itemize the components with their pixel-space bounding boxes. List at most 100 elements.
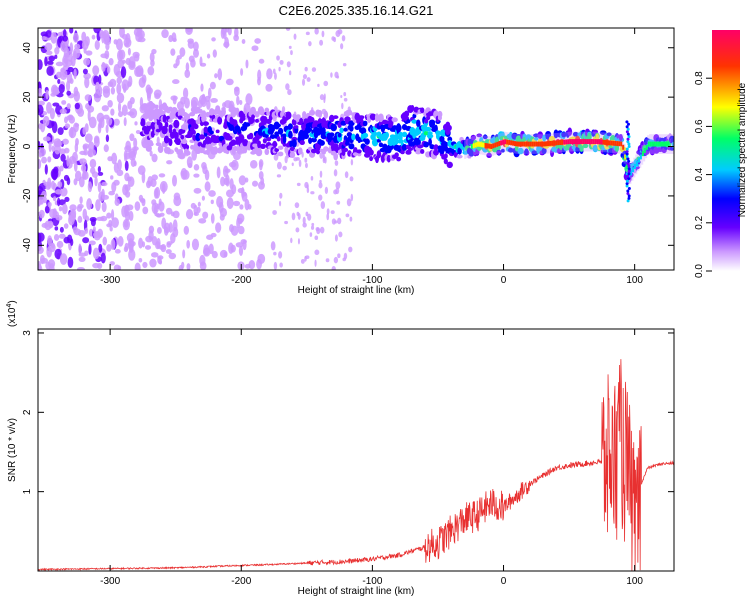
- spectrum-cell: [443, 141, 449, 147]
- spectrum-cell: [79, 196, 83, 204]
- spectrum-cell: [273, 261, 278, 270]
- spectrum-cell: [124, 204, 129, 213]
- spectrum-cell: [403, 110, 410, 118]
- spectrum-cell: [344, 171, 349, 179]
- spectrum-cell: [55, 61, 64, 67]
- spectrum-cell: [649, 141, 652, 147]
- spectrum-cell: [124, 242, 129, 251]
- spectrum-cell: [109, 78, 117, 88]
- spectrum-cell: [627, 142, 631, 146]
- spectrum-cell: [374, 113, 380, 122]
- spectrum-cell: [524, 148, 529, 155]
- spectrum-cell: [67, 50, 73, 63]
- spectrum-cell: [39, 254, 45, 265]
- spectrum-cell: [212, 49, 217, 58]
- spectrum-cell: [269, 134, 276, 139]
- spectrum-cell: [273, 251, 277, 256]
- spectrum-cell: [592, 144, 599, 153]
- spectrum-cell: [92, 247, 100, 260]
- spectrum-cell: [123, 150, 128, 160]
- spectrum-cell: [181, 261, 185, 269]
- spectrum-cell: [185, 150, 191, 156]
- spectrum-cell: [44, 205, 50, 214]
- spectrum-cell: [138, 77, 146, 88]
- spectrum-cell: [204, 169, 210, 181]
- spectrum-cell: [44, 164, 48, 175]
- spectrum-cell: [173, 63, 178, 69]
- spectrum-cell: [161, 217, 167, 229]
- spectrum-cell: [116, 83, 122, 95]
- spectrum-cell: [342, 62, 347, 67]
- spectrum-cell: [338, 231, 343, 238]
- spectrum-cell: [345, 213, 350, 218]
- spectrum-cell: [72, 32, 79, 43]
- y-tick-label: -20: [22, 188, 33, 203]
- spectrum-cell: [217, 116, 223, 125]
- spectrum-cell: [270, 241, 276, 251]
- spectrum-cell: [265, 83, 273, 92]
- spectrum-cell: [270, 127, 275, 132]
- spectrum-cell: [161, 125, 168, 135]
- spectrum-cell: [537, 141, 540, 147]
- spectrum-cell: [309, 232, 313, 237]
- spectrum-cell: [651, 141, 654, 147]
- spectrum-cell: [56, 197, 61, 207]
- spectrum-cell: [627, 164, 631, 168]
- spectrum-cell: [588, 139, 591, 145]
- spectrum-cell: [278, 200, 282, 207]
- spectrum-cell: [314, 28, 319, 35]
- spectrogram-xlabel: Height of straight line (km): [298, 285, 415, 296]
- spectrum-cell: [249, 159, 258, 169]
- spectrum-cell: [276, 174, 282, 178]
- spectrum-cell: [529, 141, 532, 147]
- spectrum-cell: [330, 72, 333, 78]
- spectrum-cell: [320, 201, 326, 210]
- spectrum-cell: [172, 219, 178, 232]
- spectrum-cell: [240, 68, 244, 76]
- spectrum-cell: [323, 110, 329, 119]
- spectrum-cell: [306, 77, 311, 82]
- spectrum-cell: [521, 141, 524, 147]
- spectrum-cell: [58, 233, 66, 239]
- spectrum-cell: [277, 151, 284, 157]
- spectrum-cell: [348, 246, 353, 253]
- spectrum-cell: [38, 104, 44, 116]
- spectrum-cell: [204, 181, 211, 192]
- spectrum-cell: [428, 138, 432, 146]
- spectrum-cell: [105, 124, 109, 134]
- spectrum-cell: [105, 42, 110, 51]
- spectrum-cell: [215, 129, 220, 134]
- spectrum-cell: [472, 143, 475, 149]
- spectrum-cell: [323, 146, 329, 152]
- spectrum-cell: [58, 199, 66, 206]
- spectrum-cell: [346, 132, 353, 137]
- spectrum-cell: [68, 214, 75, 226]
- spectrum-cell: [353, 147, 358, 151]
- spectrum-cell: [626, 132, 630, 136]
- spectrum-cell: [109, 261, 115, 266]
- spectrum-cell: [349, 125, 354, 132]
- spectrum-cell: [90, 218, 96, 227]
- spectrum-cell: [151, 48, 157, 55]
- spectrum-cell: [655, 141, 658, 147]
- spectrum-cell: [625, 120, 629, 124]
- spectrum-cell: [135, 31, 143, 43]
- spectrum-cell: [260, 109, 265, 117]
- spectrum-cell: [496, 150, 502, 155]
- spectrum-cell: [150, 252, 159, 258]
- spectrum-cell: [44, 42, 53, 51]
- spectrum-cell: [195, 132, 201, 142]
- spectrum-cell: [342, 257, 347, 262]
- spectrum-cell: [663, 141, 666, 147]
- spectrum-cell: [45, 30, 52, 38]
- spectrogram-frame: [37, 27, 675, 271]
- spectrum-cell: [66, 90, 71, 96]
- spectrum-cell: [150, 102, 155, 110]
- spectrum-cell: [290, 237, 293, 244]
- spectrum-cell: [401, 131, 408, 138]
- spectrum-cell: [191, 238, 200, 251]
- spectrum-cell: [47, 156, 52, 163]
- spectrum-cell: [87, 181, 93, 193]
- spectrum-cell: [101, 31, 105, 44]
- spectrum-cell: [57, 78, 61, 85]
